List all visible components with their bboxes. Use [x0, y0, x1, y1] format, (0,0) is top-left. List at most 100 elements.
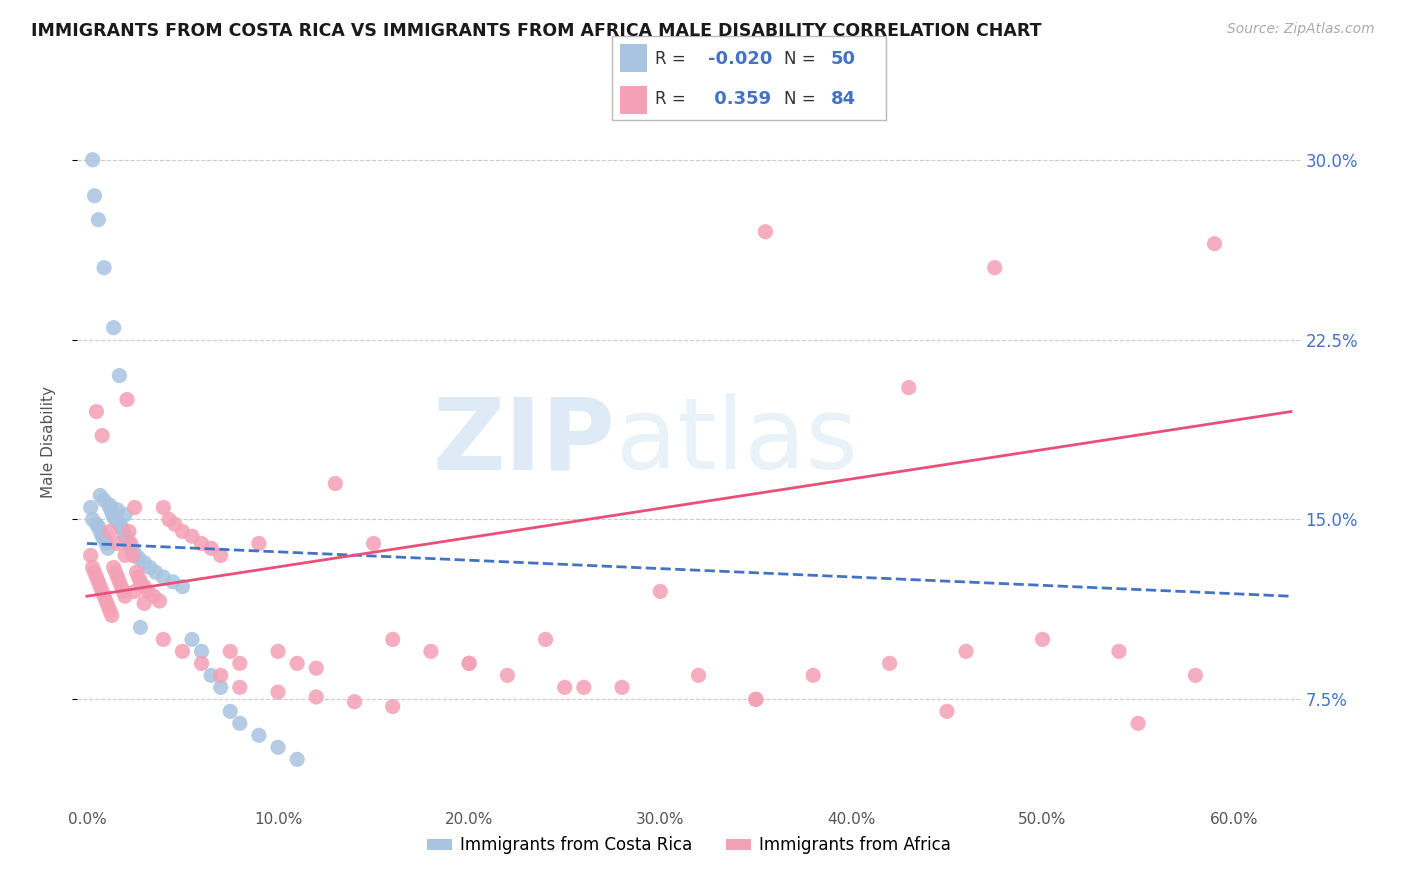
Point	[1204, 236, 1226, 251]
Point	[129, 620, 152, 634]
Text: atlas: atlas	[616, 393, 858, 490]
Point	[129, 574, 152, 589]
Point	[229, 657, 252, 671]
Point	[86, 404, 108, 418]
Point	[89, 580, 111, 594]
Point	[83, 188, 105, 202]
Point	[879, 657, 901, 671]
Point	[267, 644, 290, 658]
Point	[650, 584, 672, 599]
Point	[82, 153, 104, 167]
Point	[124, 546, 146, 560]
Point	[381, 632, 404, 647]
Point	[209, 668, 232, 682]
Point	[163, 517, 186, 532]
Point	[80, 500, 103, 515]
Point	[114, 549, 136, 563]
Point	[219, 704, 242, 718]
Text: N =: N =	[785, 90, 815, 108]
Point	[98, 500, 121, 515]
Point	[745, 692, 768, 706]
Point	[100, 505, 122, 519]
Point	[91, 529, 114, 543]
Point	[136, 584, 159, 599]
Text: -0.020: -0.020	[707, 50, 772, 68]
Point	[118, 524, 141, 539]
Point	[1126, 716, 1149, 731]
Point	[127, 550, 149, 565]
Point	[162, 574, 184, 589]
Point	[127, 570, 149, 584]
Point	[1108, 644, 1130, 658]
Point	[1031, 632, 1053, 647]
Point	[190, 536, 212, 550]
FancyBboxPatch shape	[612, 36, 886, 120]
Point	[112, 584, 135, 599]
Point	[98, 498, 121, 512]
Text: 0.359: 0.359	[707, 90, 770, 108]
Point	[114, 529, 136, 543]
Point	[610, 681, 633, 695]
Point	[134, 580, 156, 594]
Point	[108, 517, 131, 532]
Point	[103, 320, 125, 334]
Point	[110, 580, 132, 594]
Point	[181, 529, 204, 543]
Point	[152, 500, 174, 515]
Point	[172, 644, 194, 658]
Point	[107, 570, 129, 584]
Point	[134, 556, 156, 570]
Point	[87, 574, 110, 589]
Point	[108, 574, 131, 589]
Point	[93, 532, 115, 546]
FancyBboxPatch shape	[620, 86, 647, 113]
Point	[93, 589, 115, 603]
Point	[152, 570, 174, 584]
Text: N =: N =	[785, 50, 815, 68]
Point	[89, 488, 111, 502]
Point	[381, 699, 404, 714]
Point	[97, 541, 120, 556]
Point	[108, 368, 131, 383]
Point	[103, 510, 125, 524]
Point	[247, 728, 270, 742]
Point	[86, 570, 108, 584]
Text: ZIP: ZIP	[433, 393, 616, 490]
Point	[229, 716, 252, 731]
Point	[209, 549, 232, 563]
Point	[458, 657, 481, 671]
Point	[172, 524, 194, 539]
Point	[285, 752, 308, 766]
Point	[983, 260, 1005, 275]
Point	[115, 392, 138, 407]
Point	[103, 560, 125, 574]
Point	[285, 657, 308, 671]
Point	[955, 644, 977, 658]
Point	[148, 594, 170, 608]
Text: 84: 84	[831, 90, 856, 108]
Point	[80, 549, 103, 563]
Point	[86, 517, 108, 532]
Point	[936, 704, 959, 718]
Point	[247, 536, 270, 550]
Text: IMMIGRANTS FROM COSTA RICA VS IMMIGRANTS FROM AFRICA MALE DISABILITY CORRELATION: IMMIGRANTS FROM COSTA RICA VS IMMIGRANTS…	[31, 22, 1042, 40]
Point	[145, 566, 167, 580]
Text: 50: 50	[831, 50, 856, 68]
Point	[572, 681, 595, 695]
Point	[124, 500, 146, 515]
Point	[104, 566, 127, 580]
Point	[554, 681, 576, 695]
Point	[458, 657, 481, 671]
Point	[190, 644, 212, 658]
Point	[87, 519, 110, 533]
Point	[112, 524, 135, 539]
Point	[363, 536, 385, 550]
Point	[897, 381, 920, 395]
Point	[172, 580, 194, 594]
Point	[142, 589, 165, 603]
Point	[121, 549, 143, 563]
Point	[267, 685, 290, 699]
Point	[114, 589, 136, 603]
Point	[115, 532, 138, 546]
FancyBboxPatch shape	[620, 45, 647, 72]
